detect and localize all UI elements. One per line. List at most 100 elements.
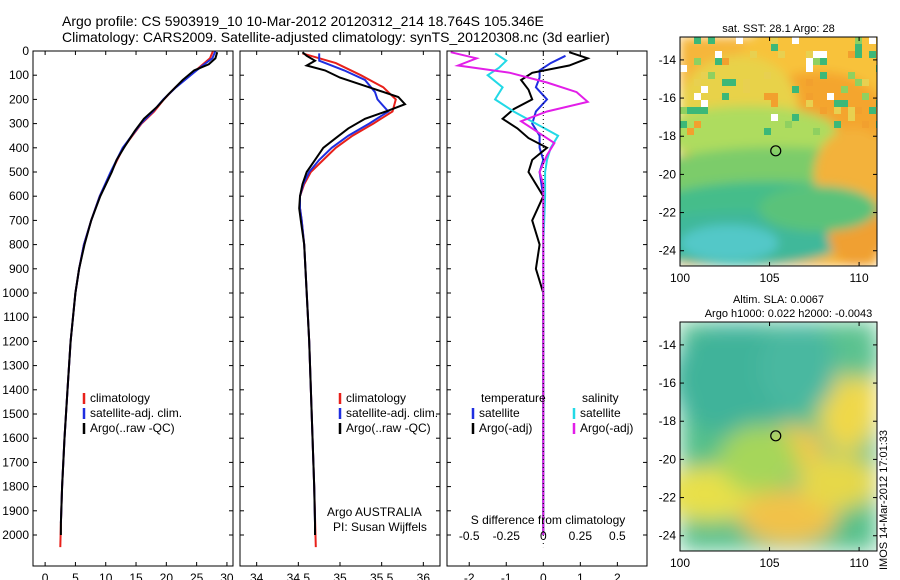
legend-label: satellite: [479, 406, 520, 420]
x-tick-label: 0: [540, 571, 547, 580]
map-pixel: [855, 79, 862, 86]
map-subtitle: Argo h1000: 0.022 h2000: -0.0043: [705, 308, 873, 320]
argo-position-marker: [770, 145, 782, 157]
y-tick-label: 1100: [3, 310, 29, 324]
map-blob: [680, 224, 779, 262]
map-pixel: [771, 93, 778, 100]
map-pixel: [743, 79, 750, 86]
map-pixel: [694, 93, 701, 100]
map-pixel: [771, 44, 778, 51]
x-tick-label: 0: [42, 571, 49, 580]
map-pixel: [708, 72, 715, 79]
map-pixel: [680, 107, 687, 114]
figure-title-line1: Argo profile: CS 5903919_10 10-Mar-2012 …: [62, 13, 544, 29]
map-pixel: [778, 51, 785, 58]
x-tick-label: 35: [333, 571, 347, 580]
map-y-tick-label: -18: [659, 414, 677, 428]
y-tick-label: 1800: [2, 480, 29, 494]
map-pixel: [694, 79, 701, 86]
map-y-tick-label: -14: [659, 53, 677, 67]
map-x-tick-label: 105: [760, 271, 780, 285]
axes-box: [446, 50, 648, 567]
map-pixel: [834, 121, 841, 128]
x-tick-label: 36: [417, 571, 431, 580]
s-tick-label: 0: [540, 529, 547, 543]
map-field: [680, 37, 877, 266]
map-pixel: [736, 37, 743, 44]
map-pixel: [764, 72, 771, 79]
map-pixel: [855, 44, 862, 51]
map-pixel: [715, 58, 722, 65]
map-x-tick-label: 100: [670, 271, 690, 285]
x-tick-label: 34: [250, 571, 264, 580]
map-y-tick-label: -18: [659, 129, 677, 143]
map-pixel: [680, 121, 687, 128]
map-pixel: [869, 107, 876, 114]
figure-title-line2: Climatology: CARS2009. Satellite-adjuste…: [62, 29, 610, 45]
map-pixel: [806, 65, 813, 72]
legend-label: satellite-adj. clim.: [346, 406, 438, 420]
map-blob: [719, 425, 799, 494]
map-pixel: [694, 107, 701, 114]
s-tick-label: 0.25: [569, 529, 593, 543]
map-pixel: [855, 37, 862, 44]
x-tick-label: 1: [577, 571, 584, 580]
map-pixel: [862, 121, 869, 128]
y-tick-label: 200: [9, 92, 29, 106]
map-title: Altim. SLA: 0.0067: [733, 294, 824, 306]
map-field-blur: [680, 322, 877, 551]
map-y-tick-label: -24: [659, 529, 677, 543]
timestamp-stamp: IMOS 14-Mar-2012 17:01:33: [878, 429, 890, 570]
axes-box: [239, 50, 441, 567]
y-tick-label: 300: [9, 117, 29, 131]
series-line-argo-raw-qc-: [298, 51, 407, 535]
legend-label: Argo(..raw -QC): [346, 421, 431, 435]
map-pixel: [862, 93, 869, 100]
map-pixel: [869, 51, 876, 58]
map-pixel: [806, 58, 813, 65]
series-line-salinity-argo-adj-: [450, 51, 590, 535]
y-tick-label: 1900: [2, 504, 29, 518]
x-tick-label: 35.5: [370, 571, 394, 580]
legend-title-salinity: salinity: [582, 391, 619, 405]
map-pixel: [813, 58, 820, 65]
y-tick-label: 500: [9, 165, 29, 179]
axes-box: [32, 50, 234, 567]
y-tick-label: 2000: [2, 528, 29, 542]
map-frame: [679, 36, 878, 267]
map-pixel: [848, 107, 855, 114]
difference-extras: S difference from climatology -0.5 -0.25 0 0…: [459, 51, 633, 548]
y-tick-label: 1000: [2, 286, 29, 300]
s-tick-label: -0.25: [493, 529, 521, 543]
y-tick-label: 1200: [2, 334, 29, 348]
legend-label: Argo(..raw -QC): [90, 421, 175, 435]
map-pixel: [729, 79, 736, 86]
map-pixel: [848, 51, 855, 58]
map-x-tick-label: 105: [760, 556, 780, 570]
map-pixel: [701, 100, 708, 107]
map-pixel: [701, 72, 708, 79]
map-sla-map: 100 105 110 -14 -16 -18 -20 -22 -24 Altim. SLA: 0…: [659, 294, 878, 570]
map-blob: [758, 185, 877, 232]
map-pixel: [820, 58, 827, 65]
y-tick-label: 700: [9, 213, 29, 227]
map-pixel: [806, 93, 813, 100]
map-y-tick-label: -24: [659, 244, 677, 258]
map-pixel: [694, 58, 701, 65]
map-pixel: [764, 128, 771, 135]
legend-label: Argo(-adj): [580, 421, 633, 435]
map-pixel: [750, 51, 757, 58]
s-tick-label: 0.5: [609, 529, 626, 543]
map-y-tick-label: -16: [659, 91, 677, 105]
map-pixel: [806, 51, 813, 58]
series-line-satellite-adj-clim-: [59, 50, 217, 523]
x-tick-label: 25: [190, 571, 204, 580]
x-tick-label: 10: [99, 571, 113, 580]
map-y-tick-label: -20: [659, 452, 677, 466]
map-pixel: [820, 107, 827, 114]
map-pixel: [687, 107, 694, 114]
